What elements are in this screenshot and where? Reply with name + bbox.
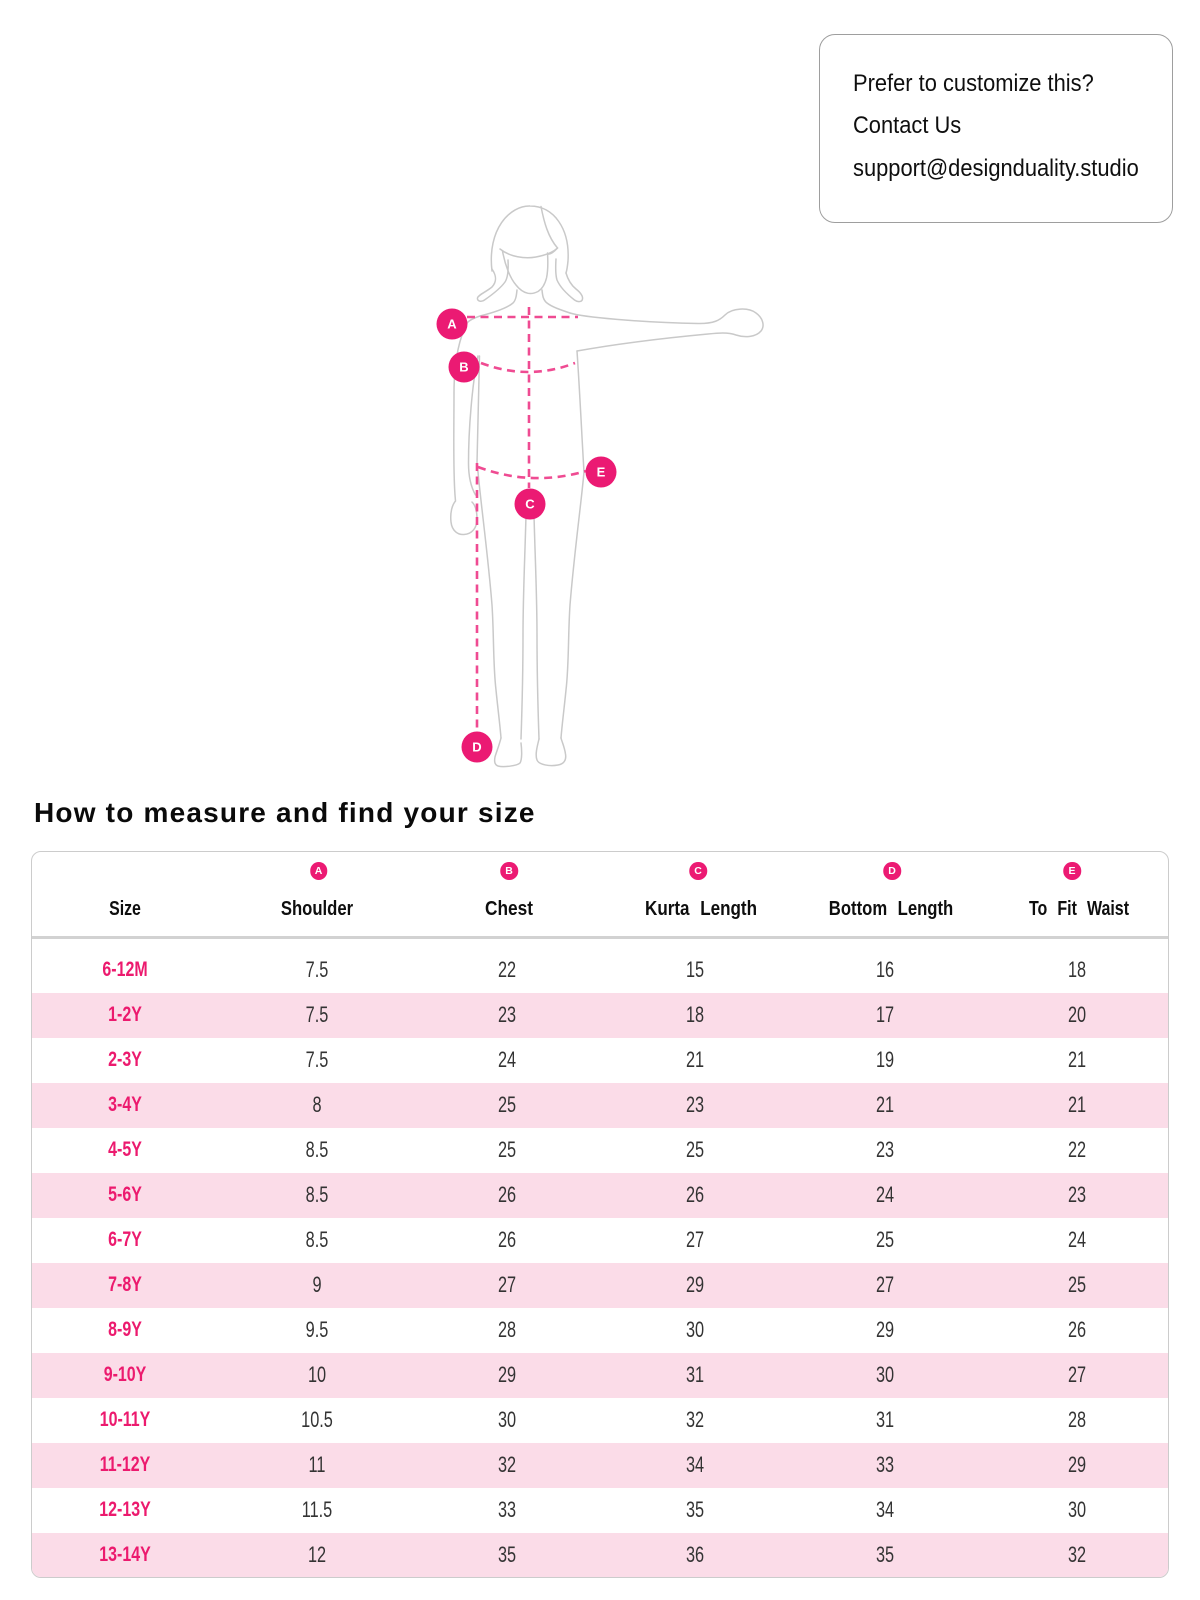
svg-text:E: E bbox=[597, 465, 606, 480]
svg-text:A: A bbox=[447, 317, 457, 332]
svg-text:B: B bbox=[459, 360, 468, 375]
svg-text:D: D bbox=[472, 740, 481, 755]
svg-text:C: C bbox=[525, 497, 535, 512]
